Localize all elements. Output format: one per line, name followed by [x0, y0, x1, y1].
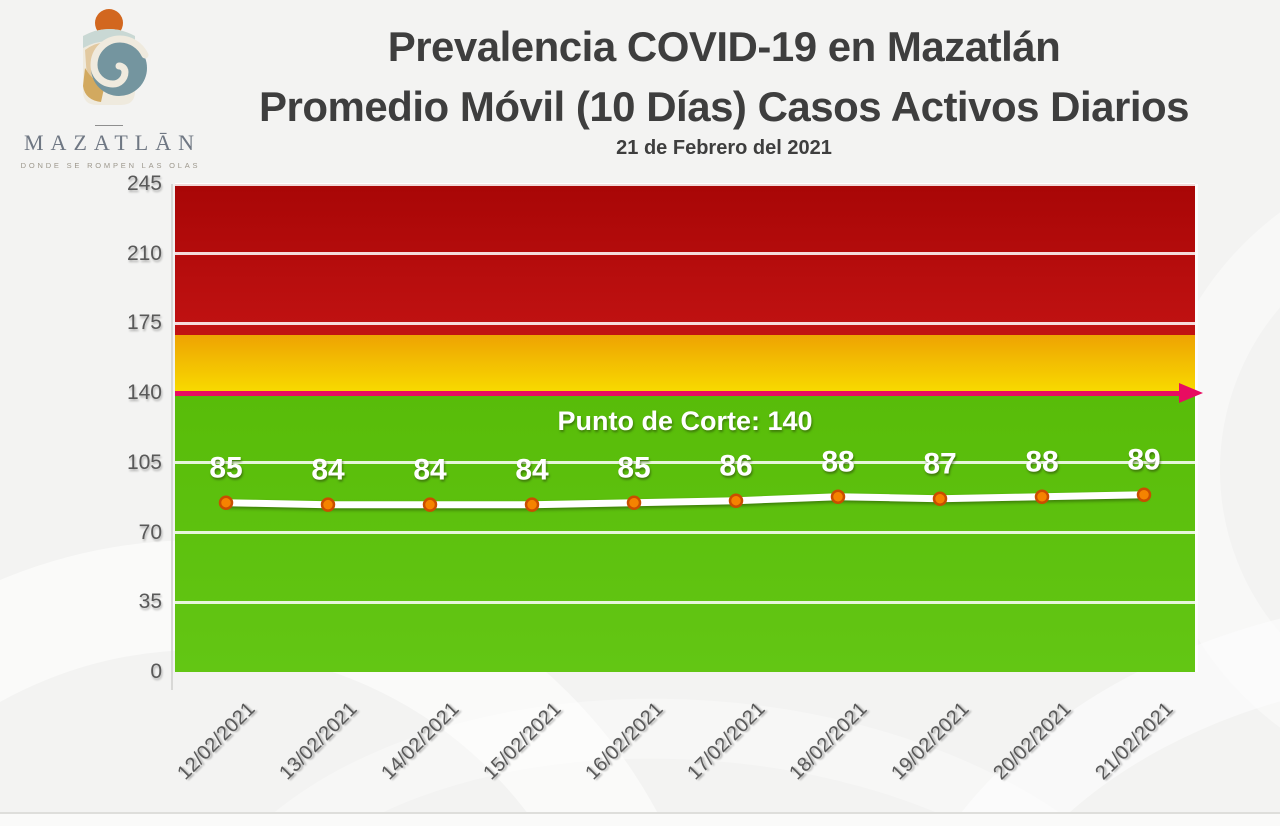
x-tick-label-17/02/2021: 17/02/2021 — [683, 698, 770, 785]
plot-area: Punto de Corte: 140 85 84 84 84 85 86 88 87 88 89 — [175, 182, 1203, 672]
y-tick-label-245: 245 — [126, 172, 162, 195]
x-tick-label-18/02/2021: 18/02/2021 — [785, 698, 872, 785]
cutoff-label: Punto de Corte: 140 — [557, 406, 813, 437]
y-tick-label-35: 35 — [138, 590, 162, 614]
y-tick-label-70: 70 — [138, 520, 162, 544]
zone-zona-roja — [175, 184, 1195, 336]
page-title: Prevalencia COVID-19 en Mazatlán — [387, 23, 1061, 70]
x-tick-label-16/02/2021: 16/02/2021 — [581, 698, 668, 785]
slide-bottom-edge — [0, 812, 1280, 826]
cutoff-arrow-head — [1179, 383, 1203, 404]
gridline-210 — [175, 252, 1195, 256]
report-date: 21 de Febrero del 2021 — [616, 137, 832, 159]
x-tick-label-15/02/2021: 15/02/2021 — [479, 698, 566, 785]
x-tick-label-21/02/2021: 21/02/2021 — [1091, 698, 1178, 785]
x-tick-label-13/02/2021: 13/02/2021 — [275, 698, 362, 785]
x-tick-label-14/02/2021: 14/02/2021 — [377, 698, 464, 785]
y-tick-label-175: 175 — [126, 311, 162, 335]
chart-header: Prevalencia COVID-19 en Mazatlán Promedi… — [185, 26, 1263, 160]
mazatlan-logo: MAZATLĀN DONDE SE ROMPEN LAS OLAS — [14, 6, 204, 170]
x-tick-label-19/02/2021: 19/02/2021 — [887, 698, 974, 785]
gridline-35 — [175, 600, 1195, 604]
x-tick-label-12/02/2021: 12/02/2021 — [173, 698, 260, 785]
x-axis: 12/02/2021 13/02/2021 14/02/2021 15/02/2021… — [173, 690, 1195, 820]
logo-wordmark: MAZATLĀN — [24, 130, 201, 155]
page-subtitle: Promedio Móvil (10 Días) Casos Activos D… — [258, 83, 1190, 130]
x-tick-label-20/02/2021: 20/02/2021 — [989, 698, 1076, 785]
zone-zona-amarilla — [175, 335, 1195, 394]
y-axis: 0 35 70 105 140 175 210 245 — [92, 172, 162, 684]
gridline-105 — [175, 461, 1195, 465]
mazatlan-shell-icon — [83, 9, 149, 105]
y-tick-label-210: 210 — [126, 241, 162, 265]
gridline-175 — [175, 321, 1195, 325]
gridline-245 — [175, 182, 1195, 186]
y-axis-line — [171, 184, 173, 690]
plot-right-edge — [1195, 184, 1198, 672]
cutoff-line — [175, 390, 1195, 396]
y-tick-label-140: 140 — [126, 381, 162, 405]
logo-tagline: DONDE SE ROMPEN LAS OLAS — [20, 161, 201, 170]
logo-divider — [95, 125, 123, 126]
y-tick-label-0: 0 — [150, 660, 162, 683]
gridline-70 — [175, 531, 1195, 535]
y-tick-label-105: 105 — [126, 450, 162, 474]
